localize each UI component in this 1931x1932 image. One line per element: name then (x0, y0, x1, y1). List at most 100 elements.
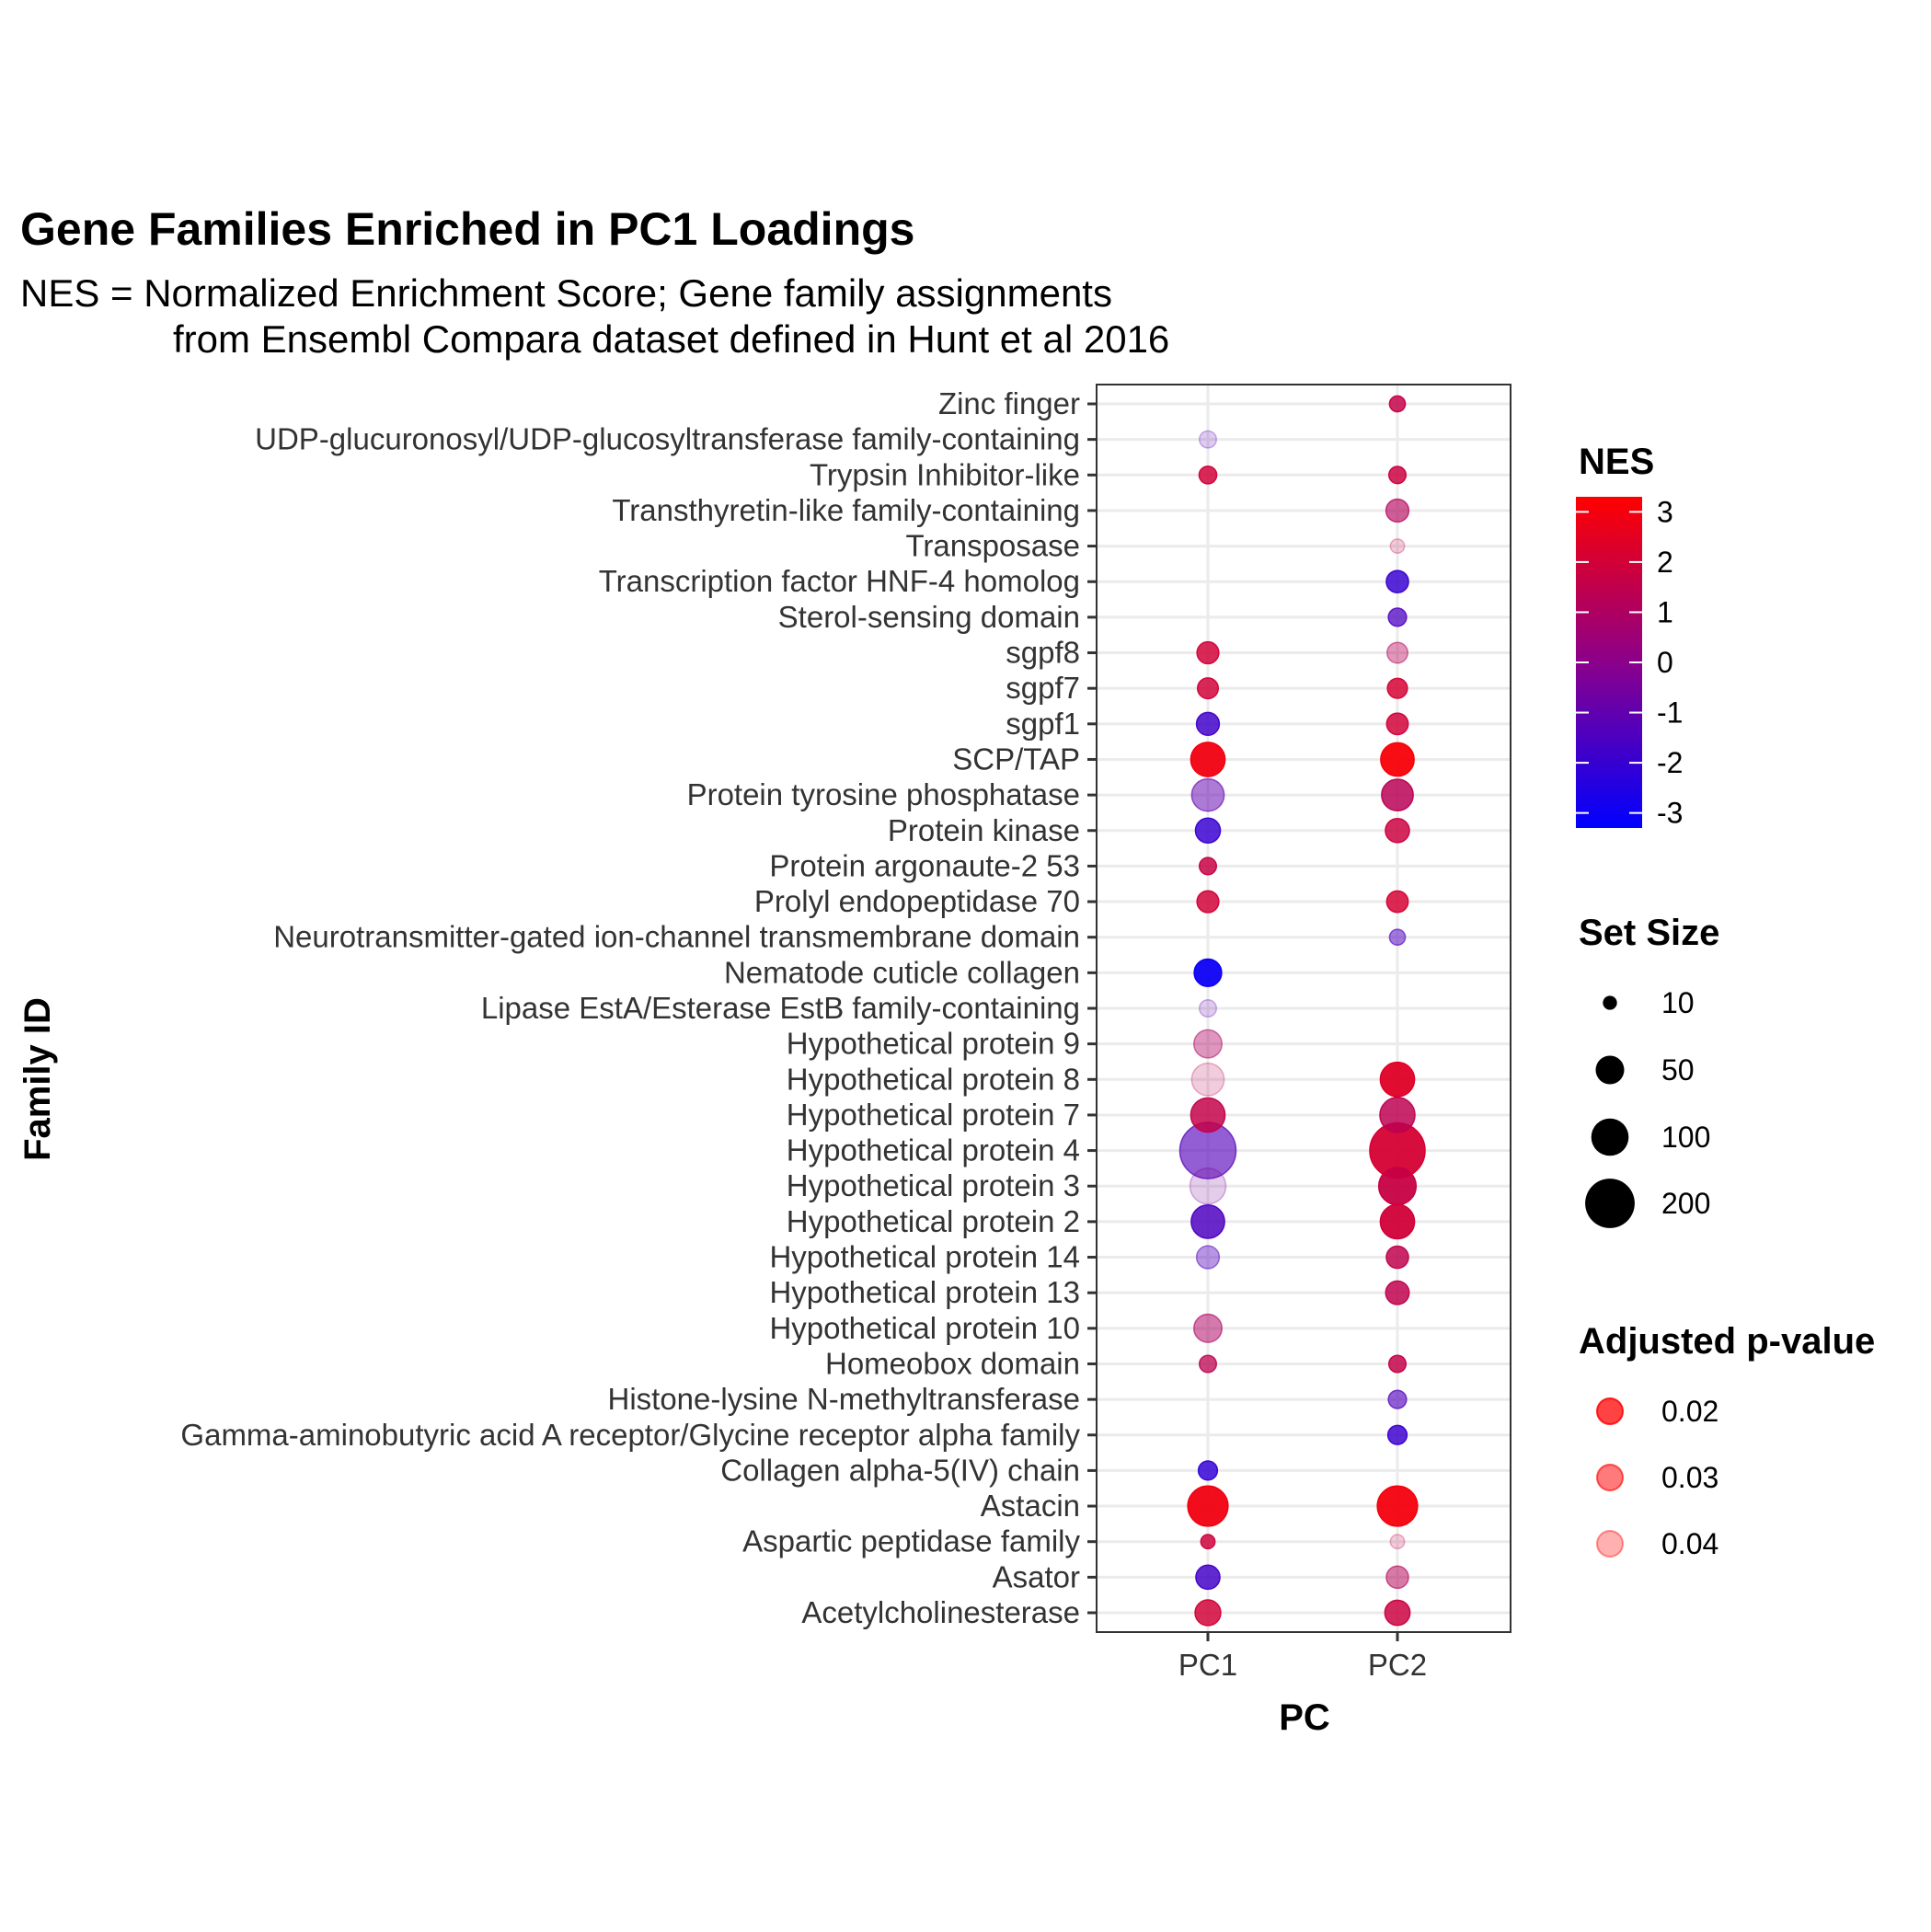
data-point (1385, 890, 1409, 914)
nes-legend-label: -3 (1657, 797, 1683, 830)
y-tick-label: Transcription factor HNF-4 homolog (599, 564, 1080, 598)
y-tick-label: Collagen alpha-5(IV) chain (720, 1453, 1080, 1487)
y-tick-label: Gamma-aminobutyric acid A receptor/Glyci… (180, 1418, 1080, 1452)
data-point (1389, 538, 1406, 555)
data-point (1379, 1097, 1416, 1133)
y-tick-label: Trypsin Inhibitor-like (810, 457, 1080, 491)
data-point (1377, 1167, 1418, 1206)
size-legend-key (1591, 1118, 1629, 1156)
y-tick-label: Zinc finger (938, 386, 1080, 420)
data-point (1195, 711, 1221, 736)
set-size-legend: 10 50 100 200 (1585, 986, 1710, 1228)
data-point (1385, 1280, 1410, 1305)
nes-legend-label: 1 (1657, 595, 1673, 628)
data-point (1385, 641, 1409, 664)
y-axis-title: Family ID (17, 997, 58, 1161)
x-tick-label: PC1 (1178, 1648, 1237, 1682)
y-tick-label: Histone-lysine N-methyltransferase (607, 1382, 1080, 1416)
data-point (1381, 778, 1414, 812)
data-point (1385, 1245, 1409, 1270)
data-point (1387, 1354, 1408, 1374)
y-tick-label: Protein argonaute-2 53 (769, 848, 1080, 882)
data-point (1387, 1389, 1408, 1409)
size-legend-key (1585, 1179, 1635, 1228)
data-point (1385, 1565, 1409, 1590)
y-tick-label: Transthyretin-like family-containing (612, 493, 1080, 527)
nes-legend-label: 0 (1657, 646, 1673, 679)
data-point (1196, 640, 1220, 665)
y-tick-label: Prolyl endopeptidase 70 (754, 884, 1080, 918)
data-point (1389, 1534, 1406, 1550)
y-axis-ticks: Zinc fingerUDP-glucuronosyl/UDP-glucosyl… (180, 386, 1097, 1629)
y-tick-label: Hypothetical protein 8 (787, 1062, 1080, 1096)
data-point (1198, 430, 1218, 449)
data-point (1189, 1167, 1227, 1205)
chart-subtitle-line-2: from Ensembl Compara dataset defined in … (173, 317, 1169, 361)
data-point (1196, 677, 1220, 700)
y-tick-label: Protein kinase (888, 813, 1080, 847)
data-point (1385, 712, 1409, 736)
padj-legend-label: 0.04 (1661, 1527, 1718, 1560)
data-point (1195, 1245, 1221, 1270)
data-point (1200, 1534, 1216, 1550)
y-tick-label: Asator (993, 1559, 1080, 1593)
data-point (1379, 1203, 1416, 1240)
y-tick-label: Hypothetical protein 2 (787, 1204, 1080, 1238)
size-legend-label: 200 (1661, 1187, 1710, 1220)
data-point (1197, 1460, 1219, 1481)
size-legend-key (1603, 995, 1617, 1010)
x-axis-title: PC (1279, 1697, 1330, 1738)
y-tick-label: Astacin (981, 1489, 1080, 1523)
y-tick-label: Acetylcholinesterase (801, 1595, 1080, 1629)
data-point (1192, 1029, 1224, 1059)
padj-legend-key (1596, 1397, 1624, 1425)
size-legend-key (1595, 1055, 1625, 1085)
y-tick-label: Hypothetical protein 4 (787, 1133, 1080, 1167)
data-point (1388, 395, 1407, 413)
data-points (1178, 395, 1426, 1627)
data-point (1385, 569, 1409, 594)
data-point (1379, 1061, 1416, 1098)
data-point (1193, 958, 1223, 987)
data-point (1198, 857, 1218, 876)
chart-title: Gene Families Enriched in PC1 Loadings (20, 203, 914, 255)
y-tick-label: SCP/TAP (952, 742, 1080, 776)
y-tick-label: Nematode cuticle collagen (724, 955, 1080, 989)
data-point (1385, 498, 1410, 523)
data-point (1387, 607, 1408, 627)
set-size-legend-title: Set Size (1579, 913, 1719, 953)
nes-colorbar-legend: 3 2 1 0 -1 -2 -3 (1576, 495, 1683, 830)
data-point (1194, 1599, 1222, 1627)
y-tick-label: Transposase (905, 529, 1080, 563)
data-point (1376, 1485, 1419, 1527)
padj-legend-title: Adjusted p-value (1579, 1321, 1875, 1362)
data-point (1195, 1564, 1221, 1591)
padj-legend-label: 0.02 (1661, 1395, 1718, 1428)
data-point (1384, 1599, 1411, 1627)
y-tick-label: Neurotransmitter-gated ion-channel trans… (273, 920, 1080, 954)
y-tick-label: Hypothetical protein 10 (769, 1311, 1080, 1345)
data-point (1198, 998, 1218, 1018)
data-point (1386, 1424, 1408, 1445)
data-point (1386, 677, 1408, 699)
data-point (1190, 1097, 1226, 1133)
chart-subtitle-line-1: NES = Normalized Enrichment Score; Gene … (20, 271, 1112, 315)
y-tick-label: Hypothetical protein 14 (769, 1240, 1080, 1274)
y-tick-label: UDP-glucuronosyl/UDP-glucosyltransferase… (255, 422, 1080, 456)
y-tick-label: Hypothetical protein 13 (769, 1275, 1080, 1309)
nes-legend-title: NES (1579, 442, 1654, 482)
y-tick-label: Hypothetical protein 9 (787, 1027, 1080, 1061)
nes-legend-label: 2 (1657, 546, 1673, 579)
nes-legend-label: 3 (1657, 495, 1673, 528)
data-point (1198, 1354, 1218, 1374)
y-tick-label: Protein tyrosine phosphatase (687, 777, 1080, 811)
x-tick-label: PC2 (1368, 1648, 1427, 1682)
y-tick-label: sgpf1 (1006, 707, 1080, 741)
y-tick-label: Homeobox domain (825, 1346, 1080, 1380)
data-point (1190, 742, 1226, 777)
data-point (1190, 1203, 1225, 1239)
y-tick-label: Hypothetical protein 3 (787, 1168, 1080, 1202)
data-point (1187, 1485, 1229, 1527)
